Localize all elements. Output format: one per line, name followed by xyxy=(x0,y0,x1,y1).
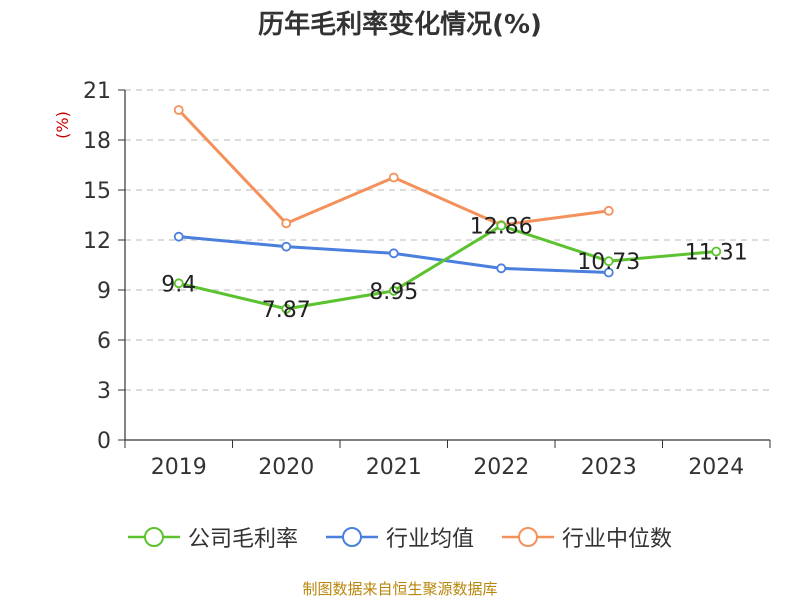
chart-legend: 公司毛利率 行业均值 行业中位数 xyxy=(0,520,800,554)
data-label: 10.73 xyxy=(577,250,640,275)
y-tick-label: 0 xyxy=(97,429,111,454)
chart-title: 历年毛利率变化情况(%) xyxy=(258,10,542,40)
data-point xyxy=(388,172,399,183)
data-label: 8.95 xyxy=(369,280,418,305)
y-tick-label: 12 xyxy=(83,229,111,254)
data-point xyxy=(603,267,614,278)
y-axis-label: (%) xyxy=(53,111,72,139)
x-tick-label: 2022 xyxy=(473,455,529,480)
legend-label: 公司毛利率 xyxy=(187,527,298,552)
series-0 xyxy=(173,220,722,314)
legend-item[interactable]: 行业均值 xyxy=(325,521,474,553)
data-label: 7.87 xyxy=(262,298,311,323)
legend-line-icon xyxy=(127,527,180,547)
x-tick-label: 2024 xyxy=(688,455,744,480)
legend-marker xyxy=(341,527,362,547)
legend-marker xyxy=(143,527,164,547)
legend-item[interactable]: 公司毛利率 xyxy=(127,521,298,553)
y-tick-label: 18 xyxy=(83,129,111,154)
data-point xyxy=(388,285,399,296)
y-tick-label: 9 xyxy=(97,279,111,304)
x-tick-label: 2021 xyxy=(366,455,422,480)
legend-line-icon xyxy=(325,527,378,547)
x-tick-label: 2019 xyxy=(151,455,207,480)
legend-label: 行业中位数 xyxy=(562,527,673,552)
legend-item[interactable]: 行业中位数 xyxy=(502,521,672,553)
x-tick-label: 2020 xyxy=(258,455,314,480)
data-label: 12.86 xyxy=(470,215,533,240)
series-2 xyxy=(173,105,614,230)
data-point xyxy=(496,220,507,231)
data-point xyxy=(711,246,722,257)
data-point xyxy=(281,303,292,314)
x-tick-label: 2023 xyxy=(581,455,637,480)
data-point xyxy=(388,248,399,259)
data-point xyxy=(281,241,292,252)
data-point xyxy=(603,256,614,267)
data-label: 11.31 xyxy=(685,241,748,266)
legend-label: 行业均值 xyxy=(385,527,474,552)
series-1 xyxy=(173,231,614,278)
y-tick-label: 3 xyxy=(97,379,111,404)
data-point xyxy=(603,205,614,216)
legend-marker xyxy=(518,527,538,547)
y-tick-label: 15 xyxy=(83,179,111,204)
data-point xyxy=(496,263,507,274)
data-point xyxy=(173,278,184,289)
data-point xyxy=(173,105,184,115)
data-point xyxy=(173,231,184,242)
data-point xyxy=(281,218,292,229)
y-tick-label: 21 xyxy=(83,79,111,104)
legend-line-icon xyxy=(502,527,554,547)
data-source-note: 制图数据来自恒生聚源数据库 xyxy=(302,580,498,598)
data-label: 9.4 xyxy=(161,272,196,297)
y-tick-label: 6 xyxy=(97,329,111,354)
series-line xyxy=(177,108,609,227)
series-line xyxy=(178,224,717,311)
